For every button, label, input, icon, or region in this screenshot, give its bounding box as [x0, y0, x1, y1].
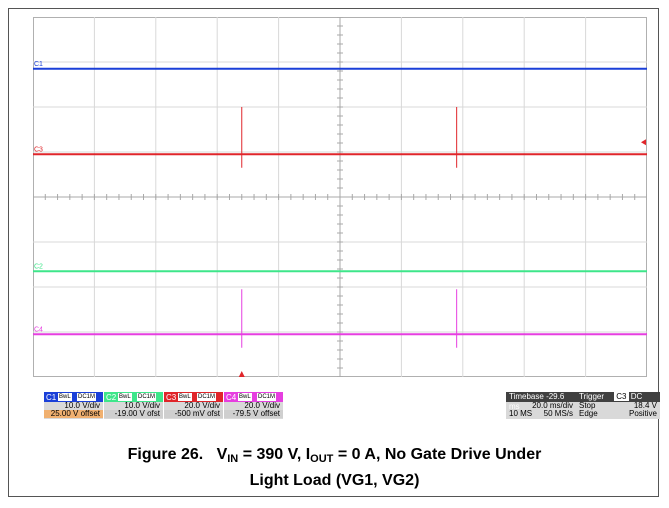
- trace-label: C2: [34, 263, 43, 270]
- caption-v-value: = 390 V, I: [238, 446, 311, 463]
- channel-name: C4: [226, 393, 237, 402]
- trace-label: C3: [34, 146, 43, 153]
- channel-box-c3: C3 BwL DC1M 20.0 V/div -500 mV ofst: [164, 392, 224, 419]
- channel-offset: -19.00 V ofst: [104, 410, 163, 418]
- channel-header: C3 BwL DC1M: [164, 392, 223, 402]
- channel-box-c4: C4 BwL DC1M 20.0 V/div -79.5 V offset: [224, 392, 284, 419]
- channel-tag: BwL: [58, 393, 72, 401]
- channel-tag: BwL: [118, 393, 132, 401]
- channel-header: C1 BwL DC1M: [44, 392, 103, 402]
- timebase-row: 10 MS 50 MS/s: [506, 410, 576, 418]
- caption-line2: Light Load (VG1, VG2): [249, 472, 420, 489]
- channel-offset: -500 mV ofst: [164, 410, 223, 418]
- trigger-time-marker: [238, 371, 245, 377]
- oscilloscope-plot: C1 C3 C2 C4: [33, 17, 647, 377]
- caption-i-value: = 0 A, No Gate Drive Under: [333, 446, 542, 463]
- channel-tag: DC1M: [197, 393, 217, 401]
- trace-label: C1: [34, 61, 43, 68]
- timebase-box: Timebase -29.6 ms 20.0 ms/div 10 MS 50 M…: [506, 392, 576, 419]
- channel-offset: -79.5 V offset: [224, 410, 283, 418]
- timebase-per-div: 20.0 ms/div: [532, 401, 573, 410]
- scope-status-bar: C1 BwL DC1M 10.0 V/div 25.00 V offset C2…: [44, 392, 660, 420]
- timebase-header: Timebase -29.6 ms: [506, 392, 576, 411]
- trace-label: C4: [34, 326, 43, 333]
- caption-v: V: [216, 446, 228, 463]
- timebase-value: -29.6 ms: [509, 392, 565, 411]
- trigger-row: Stop 18.4 V: [576, 402, 660, 410]
- channel-name: C2: [106, 393, 117, 402]
- channel-header: C2 BwL DC1M: [104, 392, 163, 402]
- trigger-coupling: DC: [630, 392, 643, 401]
- channel-vdiv: 20.0 V/div: [184, 401, 220, 410]
- trigger-box: Trigger C3 DC Stop 18.4 V Edge Positive: [576, 392, 660, 419]
- channel-name: C1: [46, 393, 57, 402]
- timebase-label: Timebase: [509, 392, 544, 401]
- trigger-mode: Stop: [579, 401, 596, 410]
- caption-v-sub: IN: [227, 453, 239, 465]
- channel-tag: BwL: [178, 393, 192, 401]
- trigger-label: Trigger: [579, 392, 605, 401]
- channel-vdiv: 20.0 V/div: [244, 401, 280, 410]
- trigger-row: Edge Positive: [576, 410, 660, 418]
- channel-vdiv: 10.0 V/div: [64, 401, 100, 410]
- figure-frame: C1 C3 C2 C4 C1 BwL DC1M 10.0 V/div 25.00 V …: [8, 8, 660, 497]
- channel-vdiv: 10.0 V/div: [124, 401, 160, 410]
- trigger-header: Trigger C3 DC: [576, 392, 660, 402]
- timebase-rate: 50 MS/s: [543, 409, 573, 418]
- channel-header: C4 BwL DC1M: [224, 392, 283, 402]
- oscilloscope-screen: C1 C3 C2 C4: [33, 17, 647, 377]
- caption-i-sub: OUT: [310, 453, 334, 465]
- channel-box-c2: C2 BwL DC1M 10.0 V/div -19.00 V ofst: [104, 392, 164, 419]
- trigger-type: Edge: [579, 409, 598, 418]
- trigger-level-marker: [641, 139, 646, 146]
- channel-offset: 25.00 V offset: [44, 410, 103, 418]
- timebase-samples: 10 MS: [509, 409, 533, 418]
- trigger-channel: C3: [614, 392, 629, 401]
- timebase-row: 20.0 ms/div: [506, 402, 576, 410]
- channel-name: C3: [166, 393, 177, 402]
- channel-box-c1: C1 BwL DC1M 10.0 V/div 25.00 V offset: [44, 392, 104, 419]
- channel-tag: DC1M: [257, 393, 277, 401]
- figure-caption: Figure 26. VIN = 390 V, IOUT = 0 A, No G…: [9, 444, 660, 492]
- figure-label: Figure 26.: [127, 446, 204, 463]
- trigger-level: 18.4 V: [633, 401, 657, 410]
- trigger-slope: Positive: [628, 409, 657, 418]
- channel-tag: DC1M: [77, 393, 97, 401]
- channel-tag: BwL: [238, 393, 252, 401]
- channel-tag: DC1M: [137, 393, 157, 401]
